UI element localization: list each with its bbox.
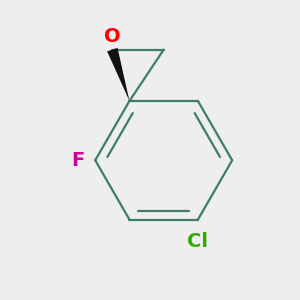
Text: Cl: Cl (188, 232, 208, 251)
Text: F: F (72, 151, 85, 170)
Text: O: O (104, 27, 121, 46)
Polygon shape (107, 48, 130, 101)
